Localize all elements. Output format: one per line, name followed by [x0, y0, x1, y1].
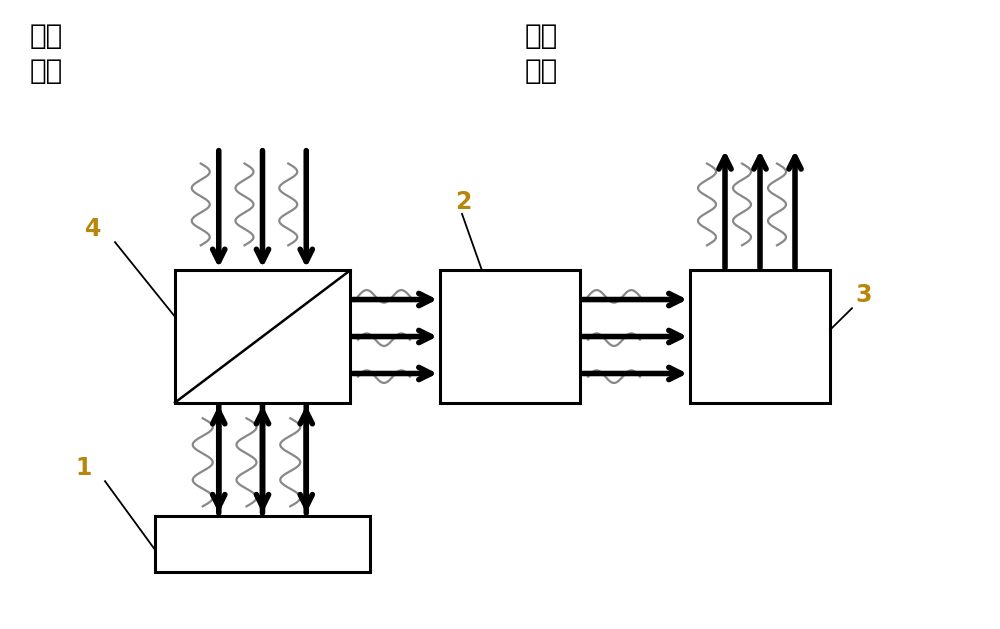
Text: 4: 4: [85, 217, 101, 241]
Text: 2: 2: [455, 190, 471, 214]
Bar: [175, 270, 350, 403]
Text: 3: 3: [855, 283, 872, 307]
Text: 输入
光场: 输入 光场: [30, 22, 63, 85]
Bar: [155, 516, 370, 572]
Bar: [440, 270, 580, 403]
Text: 1: 1: [75, 456, 91, 480]
Bar: [690, 270, 830, 403]
Text: 输出
光场: 输出 光场: [525, 22, 558, 85]
